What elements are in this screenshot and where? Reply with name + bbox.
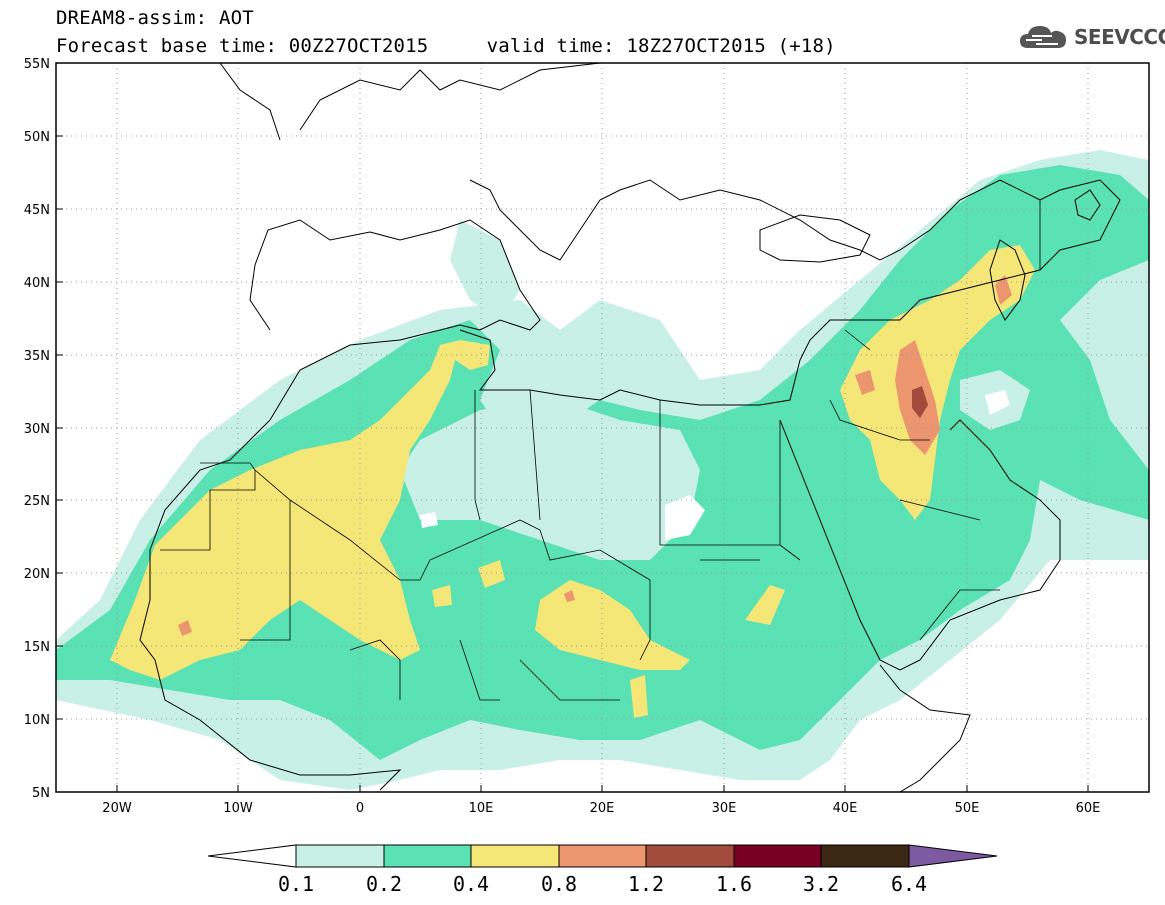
colorbar-segment: [558, 844, 647, 868]
coast-caspian: [989, 239, 1026, 321]
coast-west-africa: [139, 219, 541, 791]
lat-label: 5N: [32, 786, 50, 801]
colorbar-label: 0.4: [452, 872, 490, 896]
aot-band-high-chad: [535, 580, 690, 670]
lat-label: 30N: [24, 422, 50, 437]
colorbar-segment: [733, 844, 822, 868]
map-gridlines: [56, 63, 1149, 792]
aot-band-clear2: [985, 390, 1010, 415]
colorbar-segment: [820, 844, 910, 868]
colorbar-label: 0.2: [365, 872, 403, 896]
lon-label: 50E: [955, 801, 980, 816]
lat-label: 10N: [24, 713, 50, 728]
colorbar-segment: [383, 844, 472, 868]
seevccc-logo: SEEVCCC: [1018, 22, 1165, 52]
colorbar-segment: [295, 844, 385, 868]
colorbar-label: 0.8: [540, 872, 578, 896]
aot-band-vhigh-sen: [178, 620, 192, 636]
lat-label: 25N: [24, 494, 50, 509]
lon-label: 20E: [590, 801, 615, 816]
coast-east-africa: [879, 664, 971, 792]
axis-ticks: [56, 62, 1089, 793]
colorbar-label: 0.1: [277, 872, 315, 896]
lon-label: 30E: [712, 801, 737, 816]
aot-band-peak: [912, 386, 928, 418]
lat-labels: 55N 50N 45N 40N 35N 30N 25N 20N 15N 10N …: [24, 57, 50, 801]
colorbar-label: 3.2: [802, 872, 840, 896]
lat-label: 20N: [24, 567, 50, 582]
colorbar: [207, 844, 998, 868]
lon-label: 10E: [469, 801, 494, 816]
cloud-logo-icon: [1020, 26, 1066, 48]
colorbar-segment: [470, 844, 560, 868]
coast-red-sea: [779, 419, 1061, 671]
aot-band-high-cam: [630, 675, 648, 718]
colorbar-label: 1.2: [627, 872, 665, 896]
lat-label: 40N: [24, 276, 50, 291]
borders: [160, 200, 1041, 701]
aot-band-vhigh-iraq2: [855, 370, 875, 395]
lat-label: 50N: [24, 130, 50, 145]
border-lines: [160, 200, 1041, 701]
lon-label: 60E: [1076, 801, 1101, 816]
lon-label: 40E: [833, 801, 858, 816]
coast-black-sea: [759, 214, 871, 263]
aot-band-vhigh-chad: [564, 590, 575, 602]
lon-label: 10W: [223, 801, 253, 816]
lat-label: 55N: [24, 57, 50, 72]
aot-band-clear1: [665, 495, 705, 540]
lon-labels: 20W 10W 0 10E 20E 30E 40E 50E 60E: [102, 801, 1100, 816]
aot-band-clear3: [420, 512, 438, 528]
lat-label: 35N: [24, 349, 50, 364]
lon-label: 0: [356, 801, 364, 816]
logo-text: SEEVCCC: [1074, 25, 1165, 49]
coastlines: [139, 63, 1121, 792]
lat-label: 15N: [24, 640, 50, 655]
colorbar-label: 6.4: [890, 872, 928, 896]
coast-aral: [1074, 189, 1101, 221]
coast-mediterranean: [459, 179, 1121, 406]
aot-band-high-sudan: [745, 585, 785, 625]
colorbar-arrow-high: [908, 844, 998, 868]
coast-europe-north: [219, 63, 601, 141]
lon-label: 20W: [102, 801, 132, 816]
colorbar-arrow-low: [207, 844, 297, 868]
colorbar-segment: [645, 844, 735, 868]
base-time: Forecast base time: 00Z27OCT2015: [56, 35, 429, 57]
colorbar-label: 1.6: [715, 872, 753, 896]
aot-band-high-west: [110, 340, 460, 680]
aot-band-high-niger: [478, 560, 505, 588]
aot-band-vhigh-kaz: [995, 275, 1012, 305]
map-title: DREAM8-assim: AOT: [56, 7, 254, 29]
aot-band-high-east: [840, 245, 1035, 520]
aot-band-high-algeria: [455, 340, 490, 370]
aot-band-low-italy: [450, 220, 520, 320]
valid-time: valid time: 18Z27OCT2015 (+18): [486, 35, 836, 57]
forecast-times: Forecast base time: 00Z27OCT2015 valid t…: [56, 36, 836, 56]
aot-band-high-mali: [432, 585, 452, 607]
lat-label: 45N: [24, 203, 50, 218]
